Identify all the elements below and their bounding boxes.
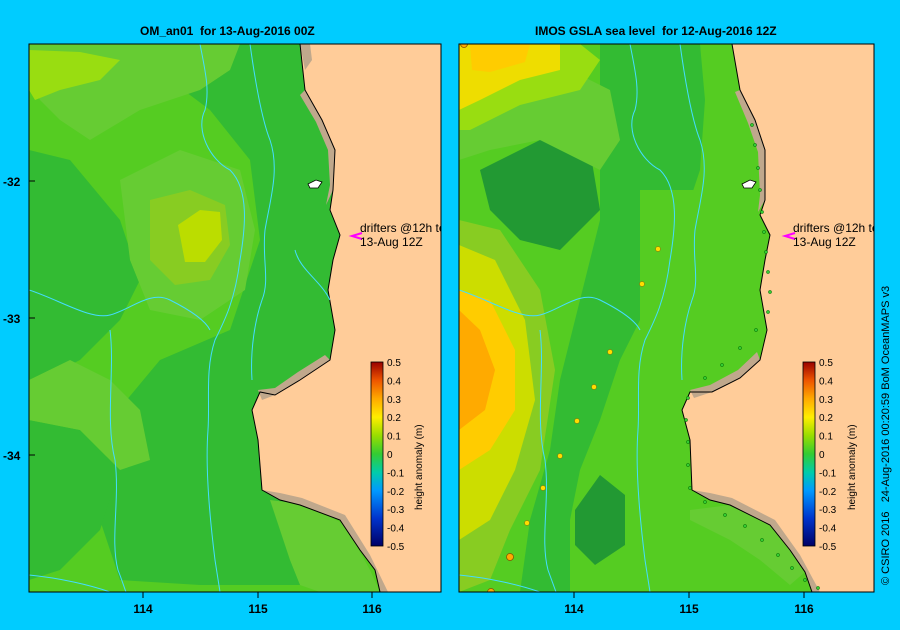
lat-tick-label: -34 xyxy=(3,449,21,463)
colorbar-tick-label: 0.2 xyxy=(387,413,401,424)
left-longitude-axis: 114 115 116 xyxy=(133,592,382,616)
lon-tick-label: 116 xyxy=(362,602,382,616)
colorbar-tick-label: 0.1 xyxy=(819,432,833,443)
colorbar-tick-label: -0.5 xyxy=(819,542,837,553)
colorbar-tick-label: 0 xyxy=(819,450,825,461)
lon-tick-label: 114 xyxy=(133,602,153,616)
panel-right-title: IMOS GSLA sea level for 12-Aug-2016 12Z xyxy=(535,24,777,38)
drifter-marker xyxy=(348,232,363,240)
colorbar-tick-label: -0.5 xyxy=(387,542,405,553)
colorbar-tick-label: 0.5 xyxy=(387,358,401,369)
drifter-annotation-line2: 13-Aug 12Z xyxy=(360,235,423,249)
colorbar-tick-label: -0.2 xyxy=(819,487,837,498)
latitude-axis: -32 -33 -34 xyxy=(3,175,35,463)
credit-text: © CSIRO 2016 24-Aug-2016 00:20:59 BoM Oc… xyxy=(880,285,892,585)
colorbar-tick-label: 0.1 xyxy=(387,432,401,443)
drifter-annotation-line1: drifters @12h to xyxy=(360,221,446,235)
colorbar-tick-label: -0.3 xyxy=(387,505,405,516)
bathymetry-contours xyxy=(459,44,705,592)
colorbar-tick-label: -0.1 xyxy=(387,468,405,479)
drifter-marker xyxy=(781,232,796,240)
colorbar-tick-label: -0.1 xyxy=(819,468,837,479)
observation-dots xyxy=(524,246,661,526)
lon-tick-label: 115 xyxy=(679,602,699,616)
drifter-annotation-line2: 13-Aug 12Z xyxy=(793,235,856,249)
colorbar-label: height anomaly (m) xyxy=(414,424,425,510)
colorbar-tick-label: -0.4 xyxy=(819,524,837,535)
colorbar-tick-label: 0.5 xyxy=(819,358,833,369)
lon-tick-label: 116 xyxy=(794,602,814,616)
colorbar-tick-label: 0.4 xyxy=(819,376,833,387)
colorbar-label: height anomaly (m) xyxy=(847,424,858,510)
drifter-annotation-line1: drifters @12h to xyxy=(793,221,879,235)
colorbar-tick-label: 0 xyxy=(387,450,393,461)
colorbar-tick-label: 0.3 xyxy=(387,395,401,406)
colorbar-tick-label: -0.4 xyxy=(387,524,405,535)
lon-tick-label: 114 xyxy=(564,602,584,616)
colorbar-tick-label: -0.3 xyxy=(819,505,837,516)
right-colorbar: 0.5 0.4 0.3 0.2 0.1 0 -0.1 -0.2 -0.3 -0.4 -0.5 hei… xyxy=(802,358,858,553)
colorbar-tick-label: -0.2 xyxy=(387,487,405,498)
right-map-frame xyxy=(458,43,875,593)
right-map-panel: drifters @12h to 13-Aug 12Z xyxy=(459,44,879,592)
track-dots xyxy=(684,123,820,590)
colorbar-tick-label: 0.2 xyxy=(819,413,833,424)
observation-dots-large xyxy=(460,44,514,592)
lat-tick-label: -33 xyxy=(3,312,21,326)
lon-tick-label: 115 xyxy=(248,602,268,616)
lat-tick-label: -32 xyxy=(3,175,21,189)
left-colorbar: 0.5 0.4 0.3 0.2 0.1 0 -0.1 -0.2 -0.3 -0.4 -0.5 hei… xyxy=(370,358,425,553)
right-longitude-axis: 114 115 116 xyxy=(564,592,814,616)
bathymetry-contours xyxy=(29,44,331,592)
panel-left-title: OM_an01 for 13-Aug-2016 00Z xyxy=(140,24,315,38)
colorbar-tick-label: 0.3 xyxy=(819,395,833,406)
colorbar-tick-label: 0.4 xyxy=(387,376,401,387)
